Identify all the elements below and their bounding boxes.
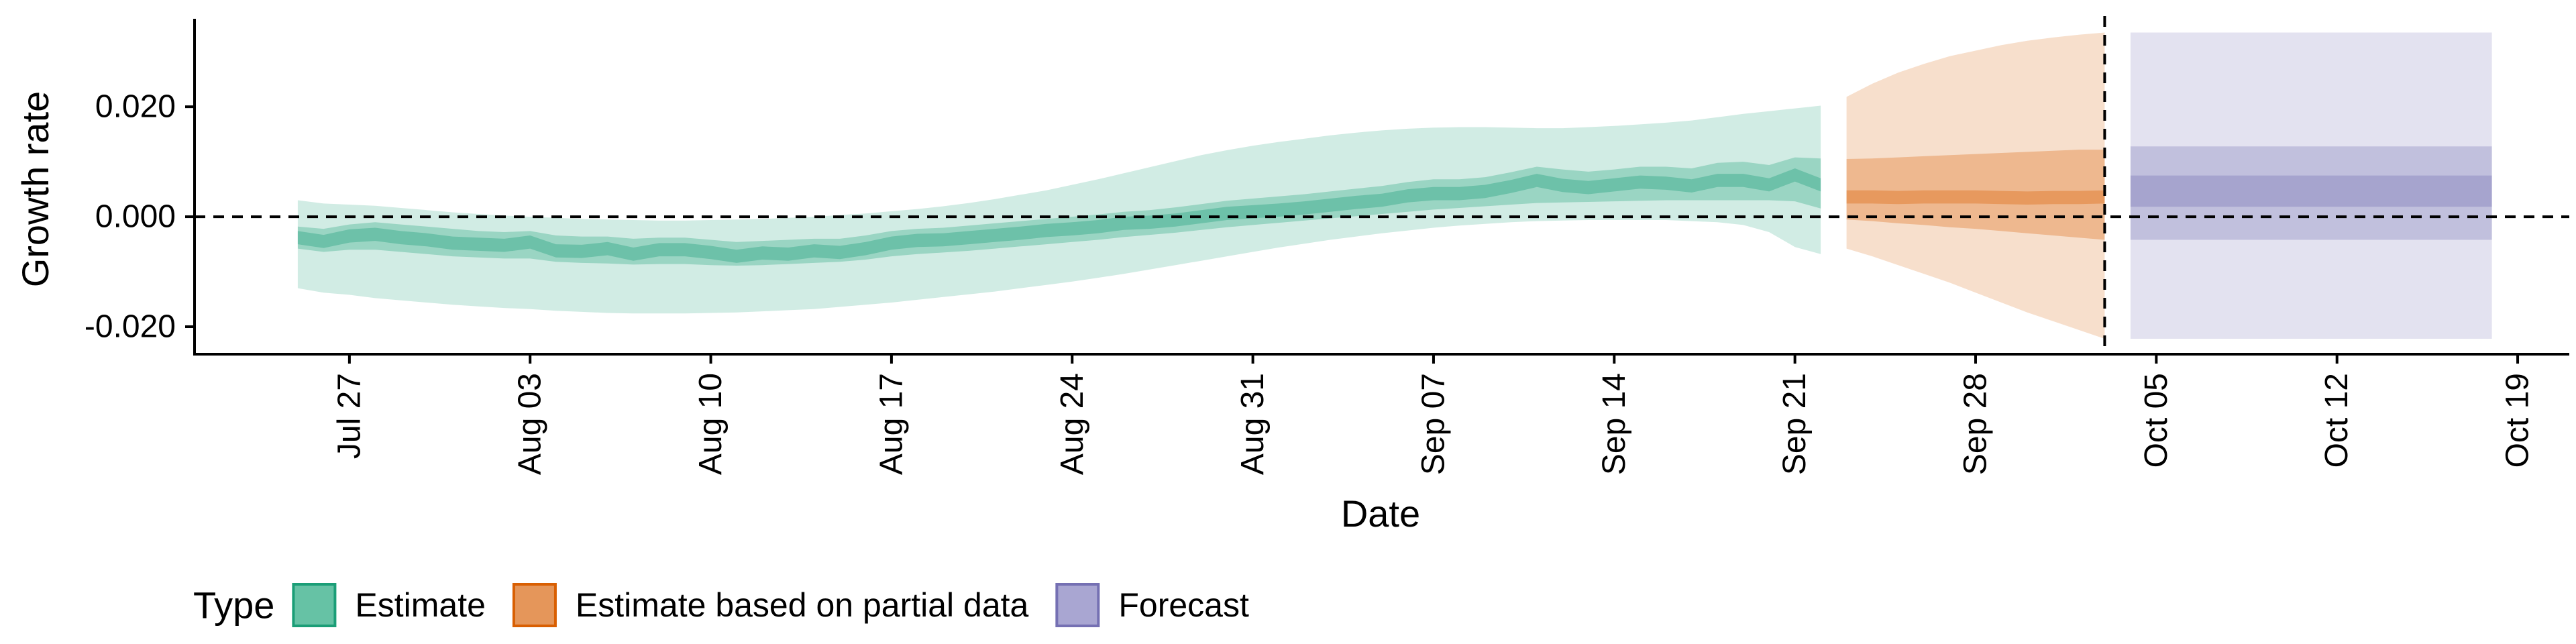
legend-label-estimate: Estimate — [355, 586, 486, 624]
legend: Type Estimate Estimate based on partial da… — [193, 583, 1249, 627]
x-tick-label-aug-03: Aug 03 — [513, 373, 548, 475]
x-tick-label-sep-21: Sep 21 — [1777, 373, 1813, 475]
y-axis-title: Growth rate — [14, 91, 56, 288]
x-tick-label-oct-05: Oct 05 — [2139, 373, 2174, 468]
legend-title: Type — [193, 584, 274, 627]
band-90-estimate — [297, 105, 1821, 314]
x-tick-label-aug-31: Aug 31 — [1235, 373, 1271, 475]
x-axis-title: Date — [1341, 492, 1420, 535]
reference-lines — [195, 16, 2569, 354]
legend-item-forecast: Forecast — [1055, 583, 1249, 627]
median-estimate — [297, 168, 1821, 263]
legend-key-estimate — [292, 583, 337, 627]
x-tick-label-jul-27: Jul 27 — [331, 373, 367, 459]
plot-bands — [297, 32, 2492, 339]
x-tick-label-sep-14: Sep 14 — [1597, 373, 1632, 475]
x-axis-ticks: Jul 27 Aug 03 Aug 10 Aug 17 Aug 24 Aug 31 Sep … — [331, 354, 2536, 475]
legend-label-forecast: Forecast — [1118, 586, 1249, 624]
x-tick-label-oct-12: Oct 12 — [2319, 373, 2355, 468]
series-estimate — [297, 105, 1821, 314]
band-90-forecast — [2130, 32, 2492, 339]
x-tick-label-oct-19: Oct 19 — [2500, 373, 2536, 468]
legend-item-estimate-based-on-partial-data: Estimate based on partial data — [512, 583, 1029, 627]
x-tick-label-sep-28: Sep 28 — [1958, 373, 1994, 475]
series-forecast — [2130, 32, 2492, 339]
x-tick-label-aug-17: Aug 17 — [873, 373, 909, 475]
x-tick-label-aug-10: Aug 10 — [693, 373, 729, 475]
y-axis-ticks: 0.020 0.000 -0.020 — [85, 89, 195, 345]
band-50-forecast — [2130, 175, 2492, 207]
legend-key-forecast — [1055, 583, 1100, 627]
axes — [193, 19, 2569, 356]
band-90-estimate-based-on-partial-data — [1846, 32, 2105, 339]
legend-label-estimate-based-on-partial-data: Estimate based on partial data — [576, 586, 1029, 624]
x-tick-label-aug-24: Aug 24 — [1055, 373, 1090, 475]
y-tick-label-0-000: 0.000 — [95, 199, 176, 235]
y-tick-label-0-020: 0.020 — [95, 89, 176, 125]
band-50-estimate — [297, 157, 1821, 266]
x-tick-label-sep-07: Sep 07 — [1416, 373, 1452, 475]
legend-item-estimate: Estimate — [292, 583, 486, 627]
legend-key-estimate-based-on-partial-data — [512, 583, 557, 627]
median-estimate-based-on-partial-data — [1846, 190, 2105, 205]
y-tick-label-0-020: -0.020 — [85, 309, 176, 345]
series-estimate-based-on-partial-data — [1846, 32, 2105, 339]
